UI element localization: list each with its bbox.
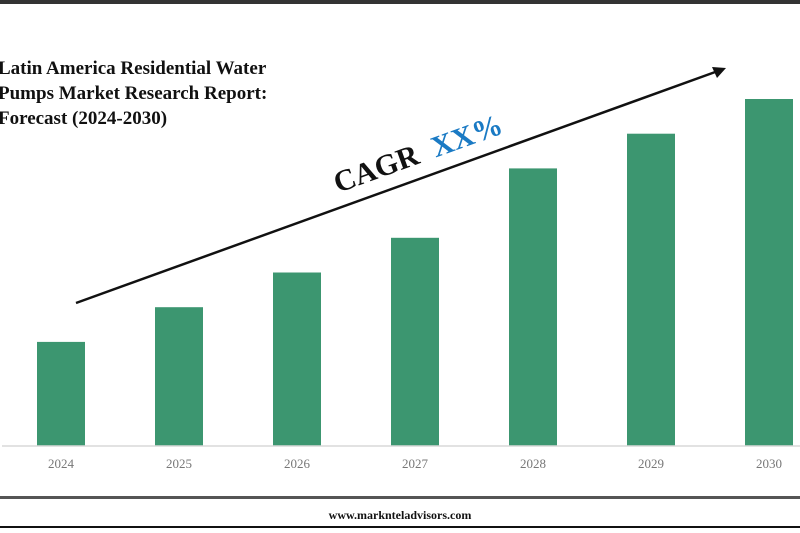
bar-2030 (745, 99, 793, 446)
bar-2024 (37, 341, 85, 446)
cagr-annotation: CAGR XX% (329, 108, 507, 199)
title-line: Latin America Residential Water (0, 58, 267, 79)
bar-2027 (391, 237, 439, 446)
bottom-border (0, 526, 800, 528)
cagr-label: CAGR (329, 138, 424, 199)
x-tick-label: 2027 (402, 456, 429, 471)
x-tick-label: 2028 (520, 456, 546, 471)
footer-divider (0, 496, 800, 499)
cagr-value: XX% (427, 108, 507, 164)
x-tick-label: 2026 (284, 456, 311, 471)
bar-2026 (273, 272, 321, 446)
x-tick-label: 2024 (48, 456, 75, 471)
x-tick-label: 2025 (166, 456, 192, 471)
title-line: Forecast (2024-2030) (0, 108, 168, 129)
top-border (0, 0, 800, 4)
x-tick-label: 2029 (638, 456, 664, 471)
bar-2028 (509, 168, 557, 446)
footer-website[interactable]: www.marknteladvisors.com (328, 508, 472, 522)
chart-title: Latin America Residential Water Pumps Ma… (0, 56, 267, 131)
title-line: Pumps Market Research Report: (0, 83, 268, 104)
bar-2029 (627, 133, 675, 446)
bar-2025 (155, 307, 203, 446)
trend-arrow (75, 67, 726, 305)
x-tick-label: 2030 (756, 456, 782, 471)
